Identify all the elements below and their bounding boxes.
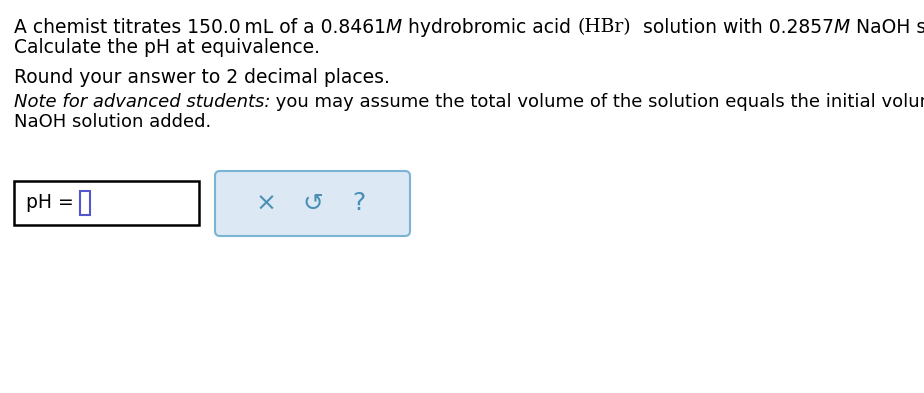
Text: (HBr): (HBr) [578, 18, 631, 36]
Text: ↺: ↺ [302, 191, 323, 215]
Text: NaOH solution at 25 °C.: NaOH solution at 25 °C. [850, 18, 924, 37]
Text: Round your answer to 2 decimal places.: Round your answer to 2 decimal places. [14, 68, 390, 87]
Text: ?: ? [352, 191, 365, 215]
Text: M: M [833, 18, 850, 37]
Text: solution with 0.2857: solution with 0.2857 [631, 18, 833, 37]
Text: you may assume the total volume of the solution equals the initial volume plus t: you may assume the total volume of the s… [271, 93, 924, 111]
Text: ×: × [256, 191, 277, 215]
Text: M: M [386, 18, 402, 37]
Text: hydrobromic acid: hydrobromic acid [402, 18, 578, 37]
Text: pH =: pH = [26, 193, 79, 213]
Text: Calculate the pH at equivalence.: Calculate the pH at equivalence. [14, 38, 320, 57]
FancyBboxPatch shape [14, 181, 199, 225]
Text: A chemist titrates 150.0 mL of a 0.8461: A chemist titrates 150.0 mL of a 0.8461 [14, 18, 386, 37]
FancyBboxPatch shape [215, 171, 410, 236]
Text: NaOH solution added.: NaOH solution added. [14, 113, 212, 131]
Text: Note for advanced students:: Note for advanced students: [14, 93, 271, 111]
FancyBboxPatch shape [79, 191, 90, 215]
